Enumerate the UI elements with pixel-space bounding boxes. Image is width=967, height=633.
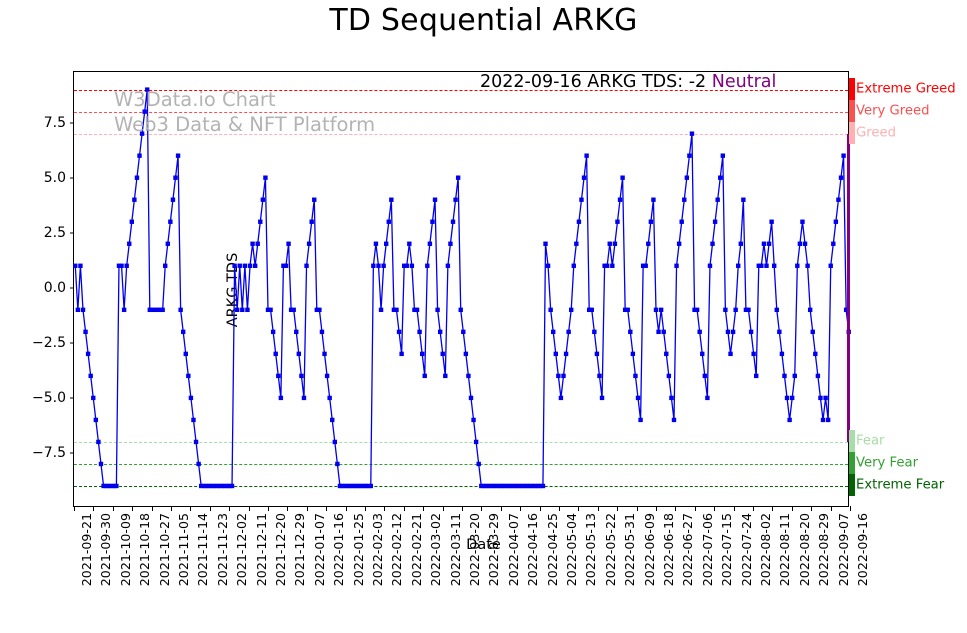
- y-tick-label: 5.0: [43, 169, 66, 186]
- x-tick-mark: [93, 506, 95, 511]
- x-tick-mark: [617, 506, 619, 511]
- zone-bar-very-greed: [849, 99, 855, 122]
- y-tick-label: −7.5: [32, 444, 66, 461]
- x-tick-mark: [384, 506, 386, 511]
- zone-label-greed: Greed: [856, 125, 896, 141]
- x-tick-mark: [636, 506, 638, 511]
- series-svg: [73, 87, 851, 489]
- x-tick-mark: [656, 506, 657, 511]
- x-tick-mark: [326, 506, 328, 511]
- x-tick-mark: [287, 506, 289, 511]
- x-tick-mark: [209, 506, 211, 511]
- y-tick-mark: [69, 342, 74, 344]
- x-tick-mark: [132, 506, 134, 511]
- y-tick-mark: [69, 287, 74, 289]
- threshold-line-greed: [74, 133, 848, 135]
- x-tick-mark: [597, 506, 599, 511]
- zone-bar-fear: [849, 429, 855, 452]
- y-tick-label: −5.0: [32, 389, 66, 406]
- watermark-line-2: Web3 Data & NFT Platform: [114, 113, 376, 136]
- x-tick-mark: [811, 506, 813, 511]
- x-tick-mark: [694, 506, 696, 511]
- x-tick-mark: [733, 506, 735, 511]
- threshold-line-very-fear: [74, 463, 848, 465]
- x-tick-mark: [442, 506, 444, 511]
- y-tick-mark: [69, 452, 74, 454]
- x-tick-mark: [151, 506, 153, 511]
- zone-label-extreme-fear: Extreme Fear: [856, 477, 945, 493]
- x-tick-mark: [500, 506, 502, 511]
- zone-label-very-greed: Very Greed: [856, 103, 930, 119]
- y-tick-mark: [69, 232, 74, 234]
- x-tick-mark: [403, 506, 405, 511]
- series-line: [74, 89, 850, 487]
- x-tick-mark: [791, 506, 793, 511]
- y-tick-mark: [69, 122, 74, 124]
- y-tick-mark: [69, 397, 74, 399]
- x-tick-mark: [171, 506, 172, 511]
- chart-title: TD Sequential ARKG: [329, 3, 638, 38]
- x-tick-mark: [714, 506, 716, 511]
- y-tick-label: 2.5: [43, 224, 66, 241]
- zone-bar-greed: [849, 121, 855, 144]
- x-tick-mark: [190, 506, 192, 511]
- y-tick-label: 7.5: [43, 114, 66, 131]
- y-tick-label: 0.0: [43, 279, 66, 296]
- x-tick-mark: [850, 506, 851, 511]
- zone-label-fear: Fear: [856, 433, 885, 449]
- threshold-line-very-greed: [74, 111, 848, 113]
- x-tick-mark: [753, 506, 754, 511]
- x-tick-mark: [520, 506, 522, 511]
- x-tick-mark: [462, 506, 463, 511]
- y-tick-label: −2.5: [32, 334, 66, 351]
- x-tick-mark: [268, 506, 269, 511]
- x-tick-mark: [229, 506, 231, 511]
- series-markers: [73, 87, 851, 489]
- annotation-sentiment: Neutral: [711, 72, 777, 92]
- current-value-annotation: 2022-09-16 ARKG TDS: -2 Neutral: [480, 72, 776, 92]
- watermark-line-1: W3Data.io Chart: [114, 88, 276, 111]
- threshold-line-fear: [74, 441, 848, 443]
- current-date-marker: [847, 133, 851, 442]
- zone-bar-extreme-fear: [849, 473, 855, 496]
- x-tick-mark: [559, 506, 560, 511]
- y-tick-mark: [69, 177, 74, 179]
- zone-bar-very-fear: [849, 451, 855, 474]
- x-tick-mark: [772, 506, 774, 511]
- x-tick-mark: [423, 506, 425, 511]
- zone-label-very-fear: Very Fear: [856, 455, 919, 471]
- x-tick-mark: [74, 506, 75, 511]
- annotation-text: 2022-09-16 ARKG TDS: -2: [480, 72, 707, 92]
- x-tick-mark: [481, 506, 483, 511]
- x-tick-mark: [306, 506, 308, 511]
- plot-area: ARKG TDS −7.5 −5.0 −2.5 0.0 2.5 5.0 7.5 2021-0…: [32, 71, 870, 586]
- threshold-line-extreme-fear: [74, 485, 848, 487]
- zone-bar-extreme-greed: [849, 77, 855, 100]
- x-tick-mark: [830, 506, 832, 511]
- x-tick-mark: [112, 506, 114, 511]
- threshold-line-extreme-greed: [74, 89, 848, 91]
- x-axis-label: Date: [466, 537, 501, 553]
- x-tick-mark: [578, 506, 580, 511]
- x-tick-mark: [675, 506, 677, 511]
- x-tick-mark: [365, 506, 366, 511]
- x-tick-mark: [248, 506, 250, 511]
- zone-label-extreme-greed: Extreme Greed: [856, 81, 956, 97]
- x-tick-mark: [539, 506, 541, 511]
- x-tick-mark: [345, 506, 347, 511]
